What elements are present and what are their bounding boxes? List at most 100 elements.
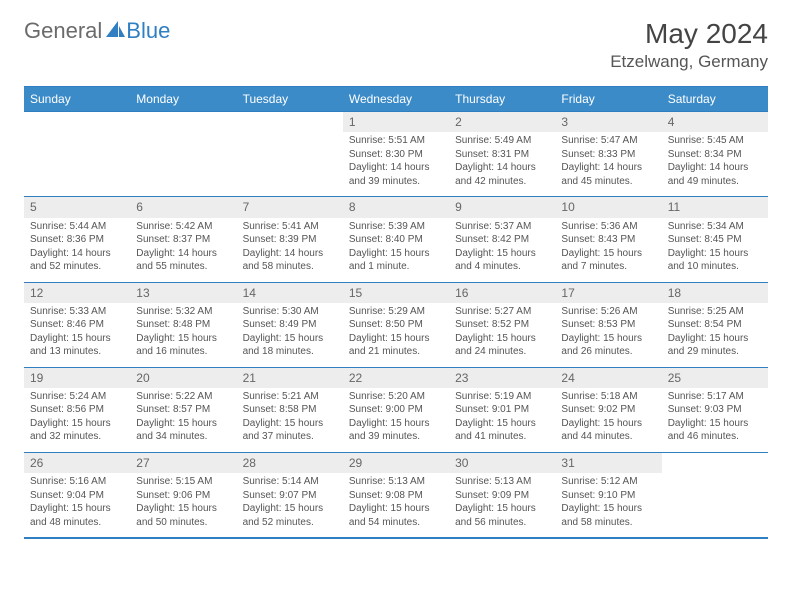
day-number: 14 <box>237 283 343 303</box>
sunset-text: Sunset: 8:33 PM <box>561 148 655 162</box>
day-number: 27 <box>130 453 236 473</box>
sunset-text: Sunset: 9:01 PM <box>455 403 549 417</box>
day-number: 9 <box>449 197 555 217</box>
day-cell: Sunrise: 5:16 AMSunset: 9:04 PMDaylight:… <box>24 473 130 537</box>
daylight-text: Daylight: 15 hours and 4 minutes. <box>455 247 549 274</box>
daylight-text: Daylight: 15 hours and 10 minutes. <box>668 247 762 274</box>
sunset-text: Sunset: 9:02 PM <box>561 403 655 417</box>
day-cell: Sunrise: 5:33 AMSunset: 8:46 PMDaylight:… <box>24 303 130 367</box>
day-cell: Sunrise: 5:27 AMSunset: 8:52 PMDaylight:… <box>449 303 555 367</box>
day-cell: Sunrise: 5:45 AMSunset: 8:34 PMDaylight:… <box>662 132 768 196</box>
sunrise-text: Sunrise: 5:36 AM <box>561 220 655 234</box>
sunrise-text: Sunrise: 5:26 AM <box>561 305 655 319</box>
day-cell <box>662 473 768 537</box>
daylight-text: Daylight: 15 hours and 1 minute. <box>349 247 443 274</box>
sunset-text: Sunset: 9:00 PM <box>349 403 443 417</box>
day-number: 20 <box>130 368 236 388</box>
sunrise-text: Sunrise: 5:18 AM <box>561 390 655 404</box>
sunrise-text: Sunrise: 5:13 AM <box>455 475 549 489</box>
daylight-text: Daylight: 15 hours and 39 minutes. <box>349 417 443 444</box>
sunset-text: Sunset: 8:30 PM <box>349 148 443 162</box>
day-header: Saturday <box>662 87 768 111</box>
day-number: 29 <box>343 453 449 473</box>
sunset-text: Sunset: 8:56 PM <box>30 403 124 417</box>
day-number: 21 <box>237 368 343 388</box>
sunset-text: Sunset: 8:46 PM <box>30 318 124 332</box>
daylight-text: Daylight: 15 hours and 50 minutes. <box>136 502 230 529</box>
sunrise-text: Sunrise: 5:34 AM <box>668 220 762 234</box>
day-cell: Sunrise: 5:49 AMSunset: 8:31 PMDaylight:… <box>449 132 555 196</box>
daylight-text: Daylight: 15 hours and 32 minutes. <box>30 417 124 444</box>
daylight-text: Daylight: 15 hours and 52 minutes. <box>243 502 337 529</box>
daylight-text: Daylight: 15 hours and 21 minutes. <box>349 332 443 359</box>
day-number: 17 <box>555 283 661 303</box>
daylight-text: Daylight: 14 hours and 58 minutes. <box>243 247 337 274</box>
day-number: 23 <box>449 368 555 388</box>
day-cell <box>237 132 343 196</box>
day-header-row: SundayMondayTuesdayWednesdayThursdayFrid… <box>24 87 768 111</box>
logo: General Blue <box>24 18 170 44</box>
day-body-row: Sunrise: 5:16 AMSunset: 9:04 PMDaylight:… <box>24 473 768 537</box>
day-number: 5 <box>24 197 130 217</box>
logo-sail-icon <box>104 19 126 44</box>
logo-text-blue: Blue <box>126 18 170 44</box>
day-number: 26 <box>24 453 130 473</box>
daylight-text: Daylight: 15 hours and 37 minutes. <box>243 417 337 444</box>
day-cell: Sunrise: 5:18 AMSunset: 9:02 PMDaylight:… <box>555 388 661 452</box>
day-cell: Sunrise: 5:13 AMSunset: 9:09 PMDaylight:… <box>449 473 555 537</box>
day-body-row: Sunrise: 5:51 AMSunset: 8:30 PM Daylight:… <box>24 132 768 196</box>
day-number: 25 <box>662 368 768 388</box>
sunset-text: Sunset: 8:43 PM <box>561 233 655 247</box>
sunset-text: Sunset: 9:07 PM <box>243 489 337 503</box>
day-cell: Sunrise: 5:26 AMSunset: 8:53 PMDaylight:… <box>555 303 661 367</box>
day-cell: Sunrise: 5:30 AMSunset: 8:49 PMDaylight:… <box>237 303 343 367</box>
week: 12131415161718Sunrise: 5:33 AMSunset: 8:… <box>24 282 768 367</box>
daylight-text: Daylight: 15 hours and 7 minutes. <box>561 247 655 274</box>
daylight-text: Daylight: 15 hours and 26 minutes. <box>561 332 655 359</box>
daylight-text: Daylight: 15 hours and 34 minutes. <box>136 417 230 444</box>
day-number: 31 <box>555 453 661 473</box>
day-number: 12 <box>24 283 130 303</box>
day-cell: Sunrise: 5:51 AMSunset: 8:30 PMDaylight:… <box>343 132 449 196</box>
day-header: Sunday <box>24 87 130 111</box>
day-cell: Sunrise: 5:12 AMSunset: 9:10 PMDaylight:… <box>555 473 661 537</box>
sunset-text: Sunset: 9:09 PM <box>455 489 549 503</box>
day-number: 28 <box>237 453 343 473</box>
sunrise-text: Sunrise: 5:14 AM <box>243 475 337 489</box>
day-header: Wednesday <box>343 87 449 111</box>
sunrise-text: Sunrise: 5:13 AM <box>349 475 443 489</box>
day-cell <box>130 132 236 196</box>
daylight-text: Daylight: 15 hours and 58 minutes. <box>561 502 655 529</box>
sunrise-text: Sunrise: 5:49 AM <box>455 134 549 148</box>
sunset-text: Sunset: 8:48 PM <box>136 318 230 332</box>
sunrise-text: Sunrise: 5:20 AM <box>349 390 443 404</box>
sunrise-text: Sunrise: 5:12 AM <box>561 475 655 489</box>
sunset-text: Sunset: 8:58 PM <box>243 403 337 417</box>
day-number: 2 <box>449 112 555 132</box>
day-cell: Sunrise: 5:14 AMSunset: 9:07 PMDaylight:… <box>237 473 343 537</box>
sunrise-text: Sunrise: 5:33 AM <box>30 305 124 319</box>
day-number: 10 <box>555 197 661 217</box>
sunset-text: Sunset: 8:37 PM <box>136 233 230 247</box>
day-number: 16 <box>449 283 555 303</box>
day-cell: Sunrise: 5:24 AMSunset: 8:56 PMDaylight:… <box>24 388 130 452</box>
sunset-text: Sunset: 8:36 PM <box>30 233 124 247</box>
daylight-text: Daylight: 15 hours and 54 minutes. <box>349 502 443 529</box>
day-cell: Sunrise: 5:39 AMSunset: 8:40 PMDaylight:… <box>343 218 449 282</box>
sunrise-text: Sunrise: 5:29 AM <box>349 305 443 319</box>
daylight-text: Daylight: 14 hours and 49 minutes. <box>668 161 762 188</box>
day-number: 22 <box>343 368 449 388</box>
daylight-text: Daylight: 15 hours and 46 minutes. <box>668 417 762 444</box>
day-body-row: Sunrise: 5:33 AMSunset: 8:46 PM Daylight:… <box>24 303 768 367</box>
title-block: May 2024 Etzelwang, Germany <box>610 18 768 72</box>
day-number: 1 <box>343 112 449 132</box>
day-number: 15 <box>343 283 449 303</box>
sunrise-text: Sunrise: 5:51 AM <box>349 134 443 148</box>
day-cell: Sunrise: 5:20 AMSunset: 9:00 PMDaylight:… <box>343 388 449 452</box>
day-cell: Sunrise: 5:32 AMSunset: 8:48 PMDaylight:… <box>130 303 236 367</box>
day-number: 19 <box>24 368 130 388</box>
week: 567891011Sunrise: 5:44 AMSunset: 8:36 PM… <box>24 196 768 281</box>
sunset-text: Sunset: 9:10 PM <box>561 489 655 503</box>
day-number-row: 567891011 <box>24 197 768 217</box>
day-header: Monday <box>130 87 236 111</box>
